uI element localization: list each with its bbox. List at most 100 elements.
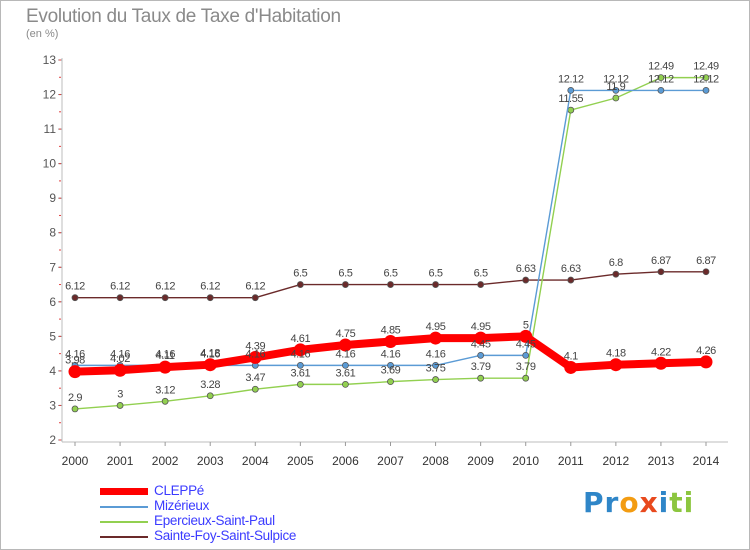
data-point	[657, 268, 665, 276]
x-tick-label: 2004	[242, 454, 269, 468]
x-tick-label: 2013	[648, 454, 675, 468]
data-point	[609, 358, 623, 372]
data-label: 4.16	[200, 348, 220, 360]
logo-letter: r	[604, 486, 620, 519]
chart-subtitle: (en %)	[26, 28, 59, 40]
data-label: 3	[117, 388, 123, 400]
data-label: 6.5	[429, 268, 443, 280]
data-label: 12.49	[648, 61, 674, 73]
legend-label: Epercieux-Saint-Paul	[154, 513, 275, 528]
data-label: 6.12	[200, 281, 220, 293]
data-point	[564, 360, 578, 374]
data-label: 4.16	[426, 348, 446, 360]
x-tick-label: 2005	[287, 454, 314, 468]
data-label: 4.22	[651, 346, 671, 358]
data-label: 6.5	[474, 268, 488, 280]
data-label: 11.55	[558, 93, 583, 105]
data-point	[432, 361, 439, 369]
data-point	[71, 294, 79, 302]
data-label: 3.61	[290, 367, 310, 379]
data-point	[203, 358, 217, 372]
data-label: 4.39	[245, 340, 265, 352]
data-point	[251, 385, 259, 393]
data-label: 12.49	[693, 61, 719, 73]
data-point	[657, 87, 665, 94]
data-point	[116, 402, 124, 409]
logo-letter: x	[639, 486, 659, 519]
data-label: 4.16	[381, 348, 401, 360]
data-point	[522, 374, 530, 382]
logo-letter: P	[583, 486, 605, 519]
y-tick-label: 8	[49, 226, 56, 240]
data-point	[342, 361, 349, 369]
data-label: 2.9	[68, 392, 82, 404]
data-point	[474, 331, 488, 345]
data-point	[432, 281, 439, 288]
data-label: 6.63	[561, 263, 581, 275]
x-tick-label: 2009	[467, 454, 494, 468]
data-point	[342, 380, 349, 388]
data-point	[432, 376, 439, 383]
y-tick-label: 6	[49, 295, 56, 309]
proxiti-logo: Proxiti	[583, 486, 694, 519]
data-point	[567, 106, 575, 114]
data-label: 6.12	[110, 281, 130, 293]
x-tick-label: 2001	[107, 454, 134, 468]
data-label: 6.63	[516, 263, 536, 275]
data-point	[71, 405, 79, 413]
data-point	[384, 335, 397, 349]
data-label: 3.79	[471, 361, 491, 373]
data-label: 4.16	[65, 348, 85, 360]
data-point	[567, 87, 575, 94]
data-label: 5	[523, 319, 529, 331]
x-tick-label: 2003	[197, 454, 224, 468]
data-label: 4.1	[564, 350, 578, 362]
data-point	[342, 281, 349, 288]
data-label: 4.18	[606, 348, 626, 360]
legend-label: Mizérieux	[154, 498, 210, 513]
data-label: 6.12	[155, 281, 175, 293]
data-point	[387, 361, 394, 369]
data-point	[248, 350, 262, 364]
data-point	[477, 351, 485, 359]
data-label: 6.12	[65, 281, 85, 293]
data-label: 6.5	[338, 268, 352, 280]
data-point	[293, 343, 307, 357]
data-label: 11.9	[606, 81, 625, 93]
data-label: 4.95	[471, 321, 491, 333]
data-label: 3.28	[200, 379, 220, 391]
data-point	[612, 87, 620, 94]
data-label: 4.75	[336, 328, 356, 340]
data-point	[116, 294, 124, 302]
x-tick-label: 2008	[422, 454, 449, 468]
y-tick-label: 2	[49, 433, 56, 447]
data-label: 6.12	[245, 281, 265, 293]
logo-letter: i	[683, 486, 695, 519]
y-tick-label: 12	[43, 88, 57, 102]
data-label: 4.16	[155, 348, 175, 360]
data-label: 4.45	[471, 338, 491, 350]
data-point	[477, 281, 485, 288]
x-tick-label: 2006	[332, 454, 359, 468]
y-tick-label: 9	[49, 191, 56, 205]
data-point	[657, 74, 665, 82]
data-point	[387, 378, 394, 386]
data-point	[161, 397, 169, 405]
data-label: 4.85	[381, 325, 401, 337]
data-point	[654, 356, 668, 370]
x-tick-label: 2014	[693, 454, 720, 468]
x-tick-label: 2007	[377, 454, 404, 468]
y-tick-label: 13	[43, 53, 57, 67]
data-label: 4.11	[156, 350, 175, 362]
data-label: 12.12	[693, 73, 719, 85]
logo-letter: i	[658, 486, 670, 519]
data-point	[522, 351, 530, 359]
data-point	[612, 270, 620, 278]
data-label: 4.16	[245, 348, 265, 360]
data-point	[161, 294, 169, 302]
data-label: 6.5	[293, 268, 307, 280]
data-point	[68, 365, 82, 379]
data-point	[296, 361, 304, 369]
data-point	[702, 87, 710, 94]
data-point	[519, 329, 533, 343]
